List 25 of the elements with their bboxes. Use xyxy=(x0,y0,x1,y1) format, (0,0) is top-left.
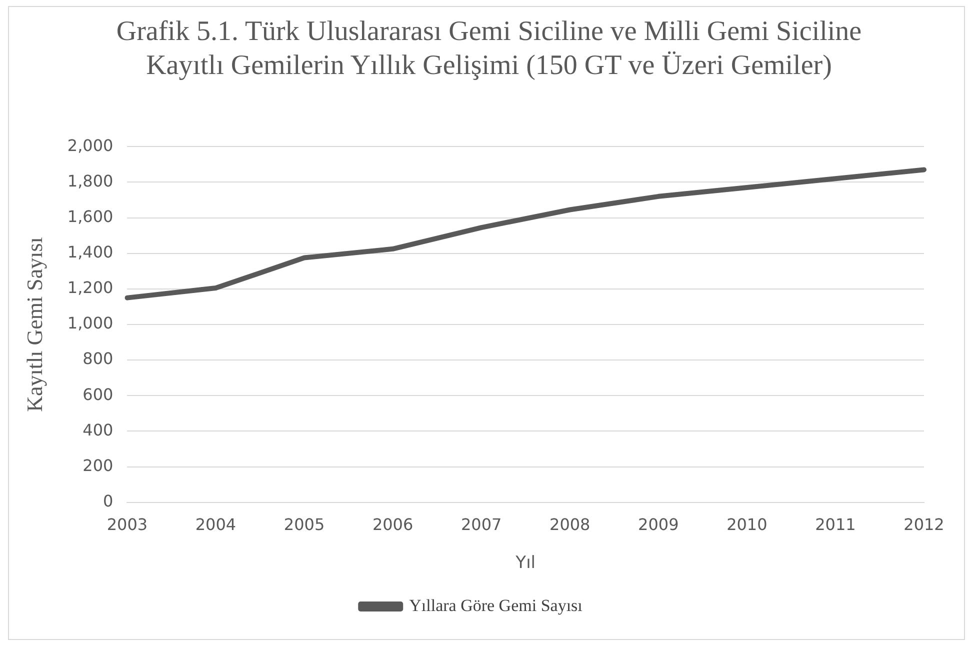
y-tick-label: 1,000 xyxy=(67,314,114,333)
x-axis-title: Yıl xyxy=(514,553,536,574)
y-tick-label: 1,200 xyxy=(67,278,114,298)
x-tick-label: 2007 xyxy=(460,515,502,534)
x-tick-label: 2010 xyxy=(726,515,768,534)
y-axis-title: Kayıtlı Gemi Sayısı xyxy=(22,237,47,412)
x-tick-label: 2011 xyxy=(815,515,856,534)
y-tick-label: 200 xyxy=(82,456,114,475)
x-tick-label: 2003 xyxy=(106,515,148,534)
y-tick-label: 600 xyxy=(82,384,114,404)
x-tick-label: 2005 xyxy=(284,515,325,534)
y-tick-label: 1,400 xyxy=(67,242,114,262)
y-tick-label: 2,000 xyxy=(67,136,114,155)
y-tick-label: 800 xyxy=(82,349,114,368)
x-tick-label: 2008 xyxy=(550,515,590,534)
chart-title: Grafik 5.1. Türk Uluslararası Gemi Siciline ve Milli Gemi Siciline Kayıtlı Gemilerin Yıllık Gelişimi (150 GT ve Üzeri Gemiler) xyxy=(115,15,863,83)
x-tick-label: 2006 xyxy=(372,515,414,534)
x-tick-label: 2009 xyxy=(638,515,679,534)
legend-label: Yıllara Göre Gemi Sayısı xyxy=(409,596,583,615)
y-tick-label: 1,800 xyxy=(67,171,114,190)
x-tick-label: 2004 xyxy=(195,515,236,534)
y-tick-label: 1,600 xyxy=(67,206,114,226)
y-tick-label: 400 xyxy=(82,420,114,440)
x-tick-label: 2012 xyxy=(904,515,944,534)
y-tick-label: 0 xyxy=(103,492,114,511)
